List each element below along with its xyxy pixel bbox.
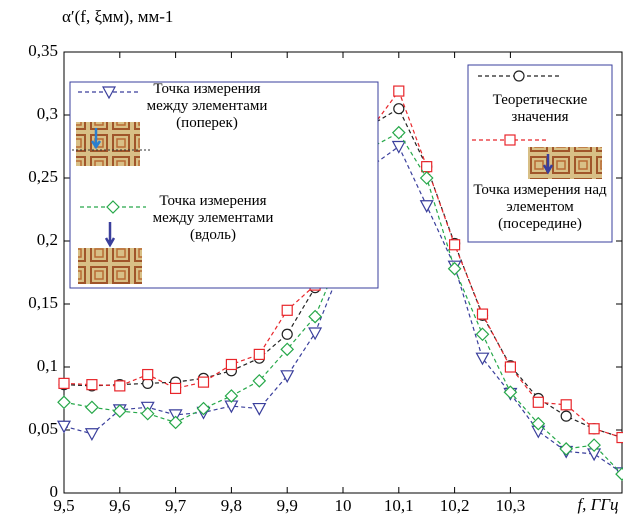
marker: [253, 348, 265, 360]
y-tick-label: 0,25: [28, 167, 58, 186]
marker: [616, 431, 623, 444]
x-tick-label: 10,1: [384, 496, 414, 515]
marker: [84, 428, 99, 442]
series-line: [63, 145, 623, 474]
marker: [475, 327, 490, 342]
y-tick-label: 0,35: [28, 41, 58, 60]
x-tick-label: 9,6: [109, 496, 130, 515]
y-tick-label: 0,3: [37, 104, 58, 123]
legend-label: Точка измерения между элементами (попере…: [146, 81, 268, 131]
y-tick-label: 0,05: [28, 419, 58, 438]
marker: [252, 402, 267, 416]
x-tick-label: 9,9: [277, 496, 298, 515]
photo: [528, 147, 602, 179]
marker: [114, 380, 126, 392]
marker: [421, 161, 433, 173]
marker: [308, 327, 323, 341]
marker: [513, 70, 525, 82]
marker: [281, 328, 293, 340]
y-tick-label: 0,2: [37, 230, 58, 249]
marker: [393, 85, 405, 97]
marker: [196, 401, 211, 416]
marker: [57, 395, 71, 410]
marker: [560, 399, 572, 411]
marker: [504, 134, 516, 146]
marker: [393, 103, 405, 115]
x-tick-label: 9,7: [165, 496, 187, 515]
x-tick-label: 9,5: [53, 496, 74, 515]
marker: [560, 410, 572, 422]
photo: [76, 122, 140, 166]
marker: [106, 200, 120, 214]
legend-label: Точка измерения над элементом (посередин…: [473, 182, 607, 232]
marker: [308, 309, 322, 324]
x-axis-label: f, ГГц: [577, 495, 618, 514]
marker: [419, 171, 434, 185]
marker: [225, 358, 237, 371]
marker: [532, 396, 544, 408]
marker: [58, 377, 70, 389]
marker: [449, 239, 461, 251]
marker: [447, 261, 462, 276]
y-axis-label: α′(f, ξмм), мм-1: [62, 7, 173, 26]
marker: [559, 442, 574, 456]
marker: [419, 200, 434, 213]
marker: [475, 352, 490, 366]
x-tick-label: 10: [335, 496, 352, 515]
x-tick-label: 10,2: [440, 496, 470, 515]
marker: [588, 423, 600, 435]
marker: [391, 140, 406, 154]
marker: [504, 361, 516, 373]
marker: [476, 308, 489, 320]
marker: [170, 382, 182, 395]
marker: [86, 379, 98, 391]
arrow: [90, 128, 102, 150]
marker: [391, 125, 406, 140]
plot-area: [56, 51, 623, 494]
series-line: [63, 107, 623, 439]
x-tick-label: 10,3: [496, 496, 526, 515]
x-tick-label: 9,8: [221, 496, 242, 515]
marker: [168, 415, 183, 430]
arrow: [542, 154, 554, 175]
marker: [224, 389, 239, 403]
marker: [85, 400, 99, 415]
marker: [101, 86, 117, 100]
marker: [140, 406, 155, 421]
marker: [280, 370, 295, 384]
y-tick-label: 0: [50, 482, 59, 501]
marker: [142, 368, 154, 381]
legend-label: Точка измерения между элементами (вдоль): [152, 193, 274, 243]
arrow: [104, 222, 116, 248]
marker: [197, 376, 210, 388]
marker: [112, 404, 127, 418]
photo: [78, 248, 142, 284]
legend-label: Теоретические значения: [492, 92, 588, 125]
marker: [56, 420, 72, 434]
y-tick-label: 0,15: [28, 293, 58, 312]
marker: [168, 409, 183, 423]
marker: [587, 438, 601, 452]
marker: [281, 304, 293, 316]
marker: [531, 416, 546, 431]
marker: [280, 342, 295, 357]
y-tick-label: 0,1: [37, 356, 58, 375]
marker: [252, 374, 267, 388]
marker: [615, 467, 623, 481]
marker: [503, 385, 518, 400]
